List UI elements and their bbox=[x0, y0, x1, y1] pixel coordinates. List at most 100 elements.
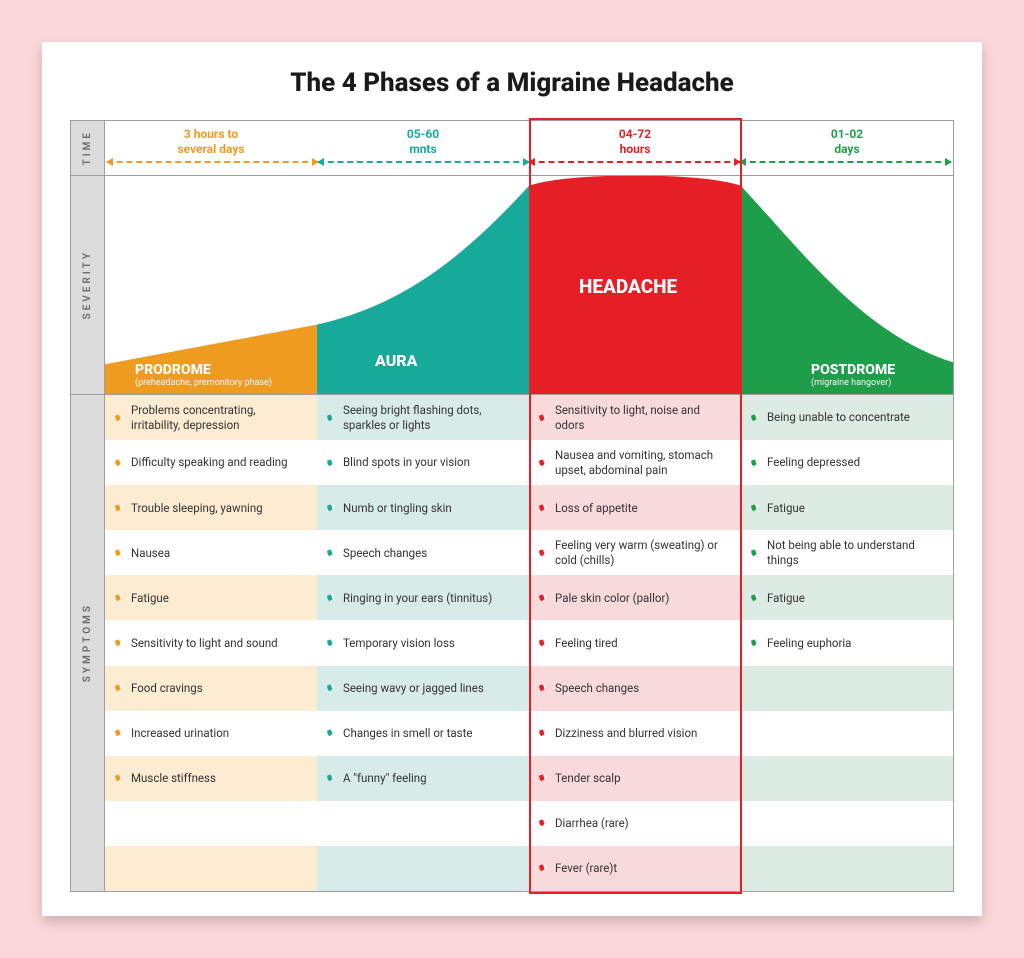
bullet-icon bbox=[750, 412, 761, 423]
time-arrow-headache bbox=[529, 161, 740, 163]
bullet-icon bbox=[538, 547, 549, 558]
symptom-cell: Feeling depressed bbox=[741, 440, 953, 485]
symptom-cell: Fever (rare)t bbox=[529, 846, 741, 891]
symptom-text: Speech changes bbox=[555, 681, 639, 695]
symptom-text: Sensitivity to light and sound bbox=[131, 636, 278, 650]
time-top: 04-72 bbox=[529, 127, 741, 142]
symptom-cell bbox=[317, 801, 529, 846]
severity-shape-aura bbox=[317, 186, 529, 394]
symptom-text: Ringing in your ears (tinnitus) bbox=[343, 591, 492, 605]
bullet-icon bbox=[326, 412, 337, 423]
bullet-icon bbox=[326, 502, 337, 513]
bullet-icon bbox=[114, 683, 125, 694]
symptom-cell: Dizziness and blurred vision bbox=[529, 711, 741, 756]
symptom-cell: Nausea bbox=[105, 530, 317, 575]
symptom-cell: Blind spots in your vision bbox=[317, 440, 529, 485]
time-bottom: mnts bbox=[317, 142, 529, 157]
phase-label-prodrome: PRODROME(preheadache, premonitory phase) bbox=[135, 362, 272, 388]
bullet-icon bbox=[114, 502, 125, 513]
time-arrow-prodrome bbox=[107, 161, 318, 163]
symptom-text: Diarrhea (rare) bbox=[555, 816, 629, 830]
rowlabel-time-text: TIME bbox=[82, 130, 93, 165]
bullet-icon bbox=[114, 592, 125, 603]
symptom-text: Feeling euphoria bbox=[767, 636, 851, 650]
symptom-cell bbox=[741, 666, 953, 711]
symptom-cell: Food cravings bbox=[105, 666, 317, 711]
rowlabel-time: TIME bbox=[71, 121, 105, 175]
bullet-icon bbox=[538, 502, 549, 513]
symptom-cell: Diarrhea (rare) bbox=[529, 801, 741, 846]
bullet-icon bbox=[538, 863, 549, 874]
symptom-cell: Sensitivity to light, noise and odors bbox=[529, 395, 741, 440]
rowlabel-symptoms-text: SYMPTOMS bbox=[82, 603, 93, 682]
symptom-cell: Increased urination bbox=[105, 711, 317, 756]
symptom-text: Trouble sleeping, yawning bbox=[131, 501, 263, 515]
bullet-icon bbox=[326, 547, 337, 558]
time-arrow-postdrome bbox=[740, 161, 951, 163]
bullet-icon bbox=[114, 547, 125, 558]
symptom-text: Nausea and vomiting, stomach upset, abdo… bbox=[555, 448, 731, 477]
symptom-cell bbox=[317, 846, 529, 891]
symptom-cell: Muscle stiffness bbox=[105, 756, 317, 801]
infographic-card: The 4 Phases of a Migraine Headache TIME… bbox=[42, 42, 982, 916]
symptom-text: Loss of appetite bbox=[555, 501, 638, 515]
symptom-text: Pale skin color (pallor) bbox=[555, 591, 669, 605]
symptom-text: Being unable to concentrate bbox=[767, 410, 910, 424]
time-bottom: days bbox=[741, 142, 953, 157]
symptom-text: Feeling depressed bbox=[767, 455, 860, 469]
symptom-cell: Loss of appetite bbox=[529, 485, 741, 530]
symptom-text: Fatigue bbox=[767, 501, 805, 515]
time-row: 3 hours toseveral days05-60mnts04-72hour… bbox=[105, 121, 953, 175]
symptom-text: Muscle stiffness bbox=[131, 771, 216, 785]
phase-subtitle: (migraine hangover) bbox=[811, 378, 895, 388]
symptom-cell: A "funny" feeling bbox=[317, 756, 529, 801]
symptom-cell bbox=[741, 756, 953, 801]
symptom-cell: Problems concentrating, irritability, de… bbox=[105, 395, 317, 440]
symptom-cell: Trouble sleeping, yawning bbox=[105, 485, 317, 530]
symptom-cell bbox=[741, 711, 953, 756]
symptom-text: Food cravings bbox=[131, 681, 203, 695]
symptom-cell: Changes in smell or taste bbox=[317, 711, 529, 756]
bullet-icon bbox=[326, 683, 337, 694]
symptom-text: Difficulty speaking and reading bbox=[131, 455, 288, 469]
symptom-text: Changes in smell or taste bbox=[343, 726, 472, 740]
phase-label-aura: AURA bbox=[375, 351, 417, 370]
symptom-cell: Tender scalp bbox=[529, 756, 741, 801]
symptom-text: Nausea bbox=[131, 546, 170, 560]
symptom-text: Problems concentrating, irritability, de… bbox=[131, 403, 307, 432]
symptom-cell: Feeling tired bbox=[529, 620, 741, 665]
rowlabel-symptoms: SYMPTOMS bbox=[71, 395, 105, 891]
symptom-text: Fever (rare)t bbox=[555, 861, 617, 875]
symptom-text: Dizziness and blurred vision bbox=[555, 726, 697, 740]
phase-label-headache: HEADACHE bbox=[579, 275, 677, 298]
bullet-icon bbox=[326, 773, 337, 784]
bullet-icon bbox=[750, 457, 761, 468]
symptom-cell bbox=[741, 801, 953, 846]
symptom-text: Sensitivity to light, noise and odors bbox=[555, 403, 731, 432]
time-top: 05-60 bbox=[317, 127, 529, 142]
symptom-cell: Not being able to understand things bbox=[741, 530, 953, 575]
symptom-cell bbox=[741, 846, 953, 891]
bullet-icon bbox=[538, 683, 549, 694]
time-top: 3 hours to bbox=[105, 127, 317, 142]
symptom-cell: Speech changes bbox=[317, 530, 529, 575]
symptom-cell: Pale skin color (pallor) bbox=[529, 575, 741, 620]
time-arrow-aura bbox=[318, 161, 529, 163]
bullet-icon bbox=[750, 547, 761, 558]
time-top: 01-02 bbox=[741, 127, 953, 142]
bullet-icon bbox=[538, 637, 549, 648]
bullet-icon bbox=[114, 637, 125, 648]
symptom-cell: Speech changes bbox=[529, 666, 741, 711]
symptom-text: Fatigue bbox=[767, 591, 805, 605]
bullet-icon bbox=[538, 773, 549, 784]
symptom-cell: Fatigue bbox=[105, 575, 317, 620]
bullet-icon bbox=[538, 412, 549, 423]
bullet-icon bbox=[326, 457, 337, 468]
bullet-icon bbox=[538, 592, 549, 603]
severity-row: PRODROME(preheadache, premonitory phase)… bbox=[105, 175, 953, 395]
bullet-icon bbox=[538, 818, 549, 829]
bullet-icon bbox=[750, 502, 761, 513]
time-bottom: hours bbox=[529, 142, 741, 157]
symptom-text: Increased urination bbox=[131, 726, 229, 740]
symptom-cell: Feeling euphoria bbox=[741, 620, 953, 665]
